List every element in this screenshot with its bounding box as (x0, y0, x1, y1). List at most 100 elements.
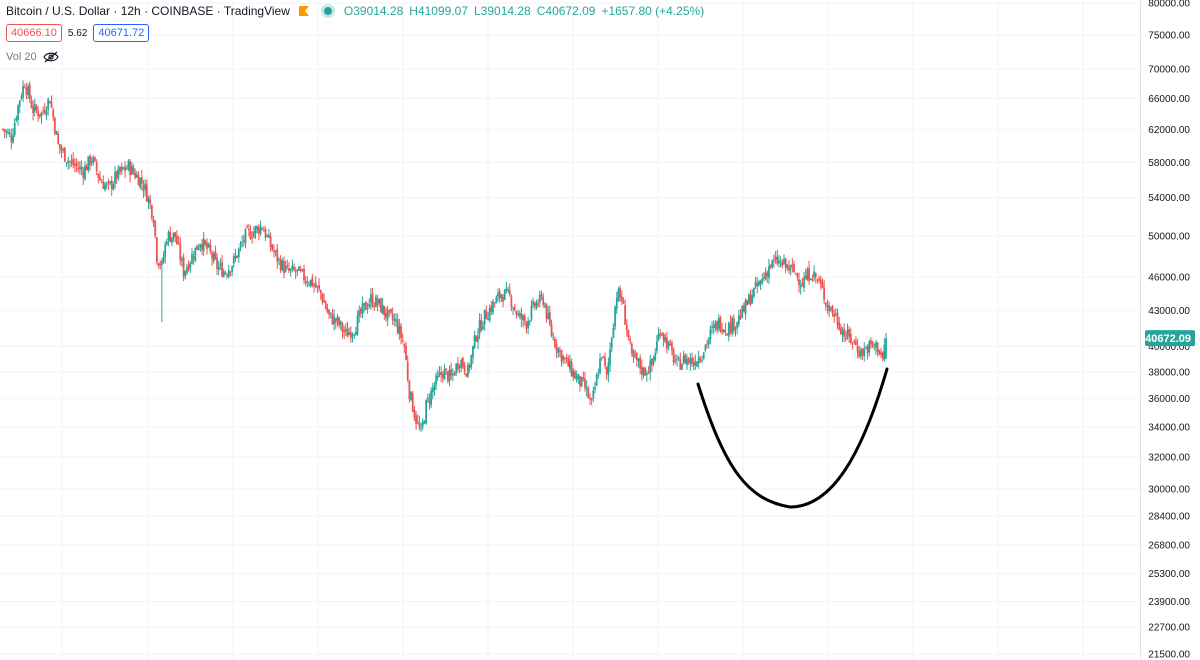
candle (356, 310, 359, 336)
symbol-title[interactable]: Bitcoin / U.S. Dollar · 12h · COINBASE ·… (6, 4, 290, 18)
candle (737, 309, 740, 328)
candle (495, 295, 498, 304)
candle-body (468, 365, 471, 369)
candle (662, 332, 665, 347)
candle (159, 260, 162, 270)
candle-body (538, 294, 541, 303)
candle (109, 180, 111, 185)
candle-body (492, 301, 494, 313)
candle (139, 177, 142, 190)
candle-body (82, 170, 85, 178)
candle-body (381, 304, 384, 314)
candle (475, 335, 478, 343)
candle-body (142, 186, 145, 191)
candle-body (224, 272, 227, 274)
candle (483, 309, 486, 331)
ohlc-change: +1657.80 (+4.25%) (601, 4, 705, 18)
candle (784, 257, 787, 274)
candle (271, 243, 274, 252)
candle (610, 336, 613, 353)
candle-body (706, 343, 708, 345)
candle (527, 316, 530, 335)
sell-price-button[interactable]: 40666.10 (6, 24, 62, 42)
candle-body (316, 286, 319, 288)
volume-indicator[interactable]: Vol 20 (6, 51, 59, 63)
candle-body (732, 318, 735, 331)
candle (35, 104, 38, 114)
candle (224, 270, 227, 276)
candle-body (155, 237, 158, 263)
candle-body (334, 318, 337, 323)
candle (600, 357, 603, 361)
candle (592, 386, 595, 403)
candle (381, 297, 384, 315)
hide-eye-icon[interactable] (42, 51, 59, 63)
candle (769, 264, 772, 269)
candle-body (756, 282, 759, 287)
candle-body (55, 131, 58, 135)
candle-body (8, 133, 11, 135)
candle (609, 342, 611, 372)
candle (590, 397, 593, 406)
candle-body (865, 348, 867, 350)
candle (57, 130, 60, 145)
candle (758, 279, 760, 287)
candle (557, 347, 560, 358)
candle (186, 263, 188, 275)
candle (401, 333, 404, 344)
candle-body (818, 278, 821, 281)
candle-body (829, 307, 832, 310)
candle (451, 368, 454, 382)
candle-body (609, 349, 611, 365)
candle-body (336, 316, 339, 321)
candle (299, 265, 302, 273)
candle-body (813, 271, 815, 278)
candle-body (52, 109, 55, 118)
candle (702, 352, 705, 360)
candle-body (553, 338, 556, 347)
candle (368, 298, 371, 309)
candle-body (321, 294, 324, 303)
candle-body (513, 307, 516, 310)
candle (75, 158, 78, 173)
candle (649, 354, 652, 381)
candle-body (622, 301, 625, 304)
candle (383, 306, 386, 320)
candle (18, 99, 21, 114)
cup-pattern-drawing[interactable] (696, 367, 889, 509)
price-axis[interactable]: 80000.00 75000.00 70000.00 66000.00 62000.00… (1140, 0, 1191, 660)
candle-body (734, 327, 737, 330)
candle (321, 292, 324, 305)
candle (289, 268, 292, 277)
candle (824, 302, 827, 311)
candle (298, 266, 300, 272)
price-axis-tick-label: 80000.00 (1148, 0, 1190, 10)
candle-body (420, 427, 422, 429)
candle-body (838, 322, 841, 330)
candle (318, 278, 320, 292)
candle-body (32, 106, 35, 114)
candle-body (595, 374, 598, 386)
ohlc-low: L39014.28 (474, 4, 531, 18)
flag-icon[interactable] (298, 5, 310, 17)
buy-price-button[interactable]: 40671.72 (93, 24, 150, 42)
candle (492, 298, 494, 316)
candle-body (288, 268, 290, 271)
candle-body (579, 375, 581, 386)
candle (67, 156, 70, 170)
candle-body (768, 266, 770, 278)
candle-body (574, 371, 576, 379)
candle-body (176, 235, 178, 245)
candle (620, 290, 623, 305)
candle-body (557, 348, 560, 354)
candle (179, 237, 182, 266)
candle-body (145, 184, 148, 202)
candle (53, 116, 56, 136)
price-axis-tick-label: 70000.00 (1148, 65, 1190, 76)
candle (458, 363, 461, 374)
candle-body (174, 232, 177, 237)
candle-body (620, 296, 623, 302)
candle (640, 359, 643, 381)
candle (667, 340, 670, 351)
